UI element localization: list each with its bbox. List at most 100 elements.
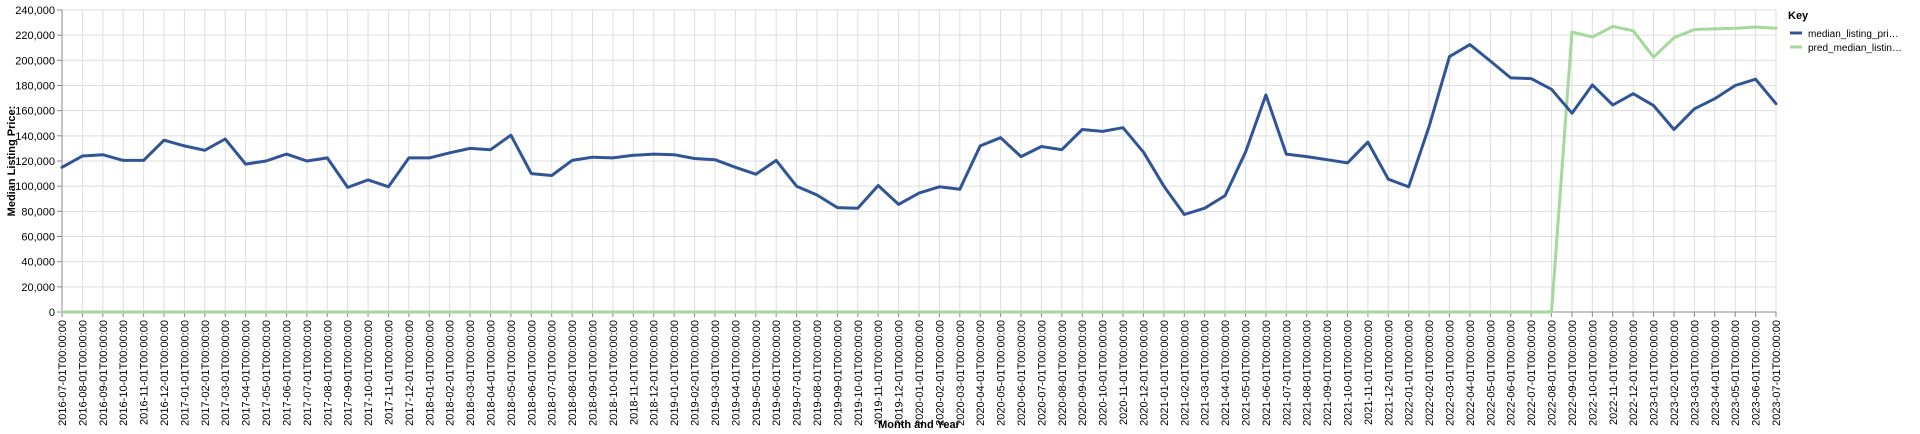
x-tick-label: 2017-01-01T00:00:00 — [179, 320, 191, 426]
x-tick-label: 2020-02-01T00:00:00 — [934, 320, 946, 426]
y-tick-label: 120,000 — [15, 156, 55, 168]
x-tick-label: 2019-11-01T00:00:00 — [873, 320, 885, 425]
x-tick-label: 2017-08-01T00:00:00 — [322, 320, 334, 426]
x-tick-label: 2016-10-01T00:00:00 — [118, 320, 130, 426]
x-tick-label: 2021-06-01T00:00:00 — [1261, 320, 1273, 426]
x-tick-label: 2021-08-01T00:00:00 — [1302, 320, 1314, 426]
x-tick-label: 2019-10-01T00:00:00 — [853, 320, 865, 426]
x-tick-label: 2022-06-01T00:00:00 — [1506, 320, 1518, 426]
x-tick-label: 2023-02-01T00:00:00 — [1669, 320, 1681, 426]
x-tick-label: 2023-06-01T00:00:00 — [1751, 320, 1763, 426]
x-tick-label: 2022-08-01T00:00:00 — [1547, 320, 1559, 426]
x-tick-label: 2021-10-01T00:00:00 — [1343, 320, 1355, 426]
x-tick-label: 2023-04-01T00:00:00 — [1710, 320, 1722, 426]
x-tick-label: 2021-05-01T00:00:00 — [1240, 320, 1252, 426]
x-tick-label: 2021-03-01T00:00:00 — [1200, 320, 1212, 426]
series-lines — [60, 24, 1778, 314]
y-axis-title: Median Listing Price: — [6, 106, 18, 217]
x-tick-label: 2022-02-01T00:00:00 — [1424, 320, 1436, 426]
series-line-median-listing-price — [60, 43, 1778, 216]
x-tick-label: 2019-09-01T00:00:00 — [832, 320, 844, 426]
legend-entry-label: pred_median_listin… — [1808, 43, 1902, 54]
y-tick-label: 100,000 — [15, 181, 55, 193]
x-tick-label: 2020-11-01T00:00:00 — [1118, 320, 1130, 425]
x-tick-label: 2020-09-01T00:00:00 — [1077, 320, 1089, 426]
x-tick-label: 2019-05-01T00:00:00 — [751, 320, 763, 426]
x-tick-label: 2019-02-01T00:00:00 — [690, 320, 702, 426]
x-tick-label: 2021-11-01T00:00:00 — [1363, 320, 1375, 425]
x-tick-label: 2021-07-01T00:00:00 — [1281, 320, 1293, 426]
x-tick-label: 2020-08-01T00:00:00 — [1057, 320, 1069, 426]
x-tick-label: 2018-02-01T00:00:00 — [445, 320, 457, 426]
y-tick-label: 20,000 — [21, 282, 55, 294]
x-tick-label: 2023-07-01T00:00:00 — [1771, 320, 1783, 426]
x-tick-label: 2023-01-01T00:00:00 — [1649, 320, 1661, 426]
x-tick-label: 2018-06-01T00:00:00 — [526, 320, 538, 426]
x-tick-label: 2017-10-01T00:00:00 — [363, 320, 375, 426]
x-tick-label: 2018-04-01T00:00:00 — [486, 320, 498, 426]
y-tick-label: 60,000 — [21, 232, 55, 244]
x-tick-label: 2017-05-01T00:00:00 — [261, 320, 273, 426]
legend-title: Key — [1788, 10, 1809, 22]
x-tick-label: 2017-09-01T00:00:00 — [343, 320, 355, 426]
x-tick-label: 2017-06-01T00:00:00 — [281, 320, 293, 426]
x-tick-label: 2017-11-01T00:00:00 — [383, 320, 395, 425]
y-tick-label: 180,000 — [15, 81, 55, 93]
x-tick-label: 2018-12-01T00:00:00 — [649, 320, 661, 426]
x-tick-label: 2018-05-01T00:00:00 — [506, 320, 518, 426]
gridlines — [61, 9, 1777, 313]
y-axis-ticks: 0 20,000 40,000 60,000 80,000 100,000 120,000 1… — [15, 5, 62, 319]
y-tick-label: 200,000 — [15, 55, 55, 67]
x-tick-label: 2019-01-01T00:00:00 — [669, 320, 681, 426]
x-tick-label: 2019-07-01T00:00:00 — [792, 320, 804, 426]
x-tick-label: 2020-01-01T00:00:00 — [914, 320, 926, 426]
x-tick-label: 2018-01-01T00:00:00 — [424, 320, 436, 426]
x-tick-label: 2023-03-01T00:00:00 — [1689, 320, 1701, 426]
x-tick-label: 2017-02-01T00:00:00 — [200, 320, 212, 426]
x-tick-label: 2020-07-01T00:00:00 — [1036, 320, 1048, 426]
x-tick-label: 2022-12-01T00:00:00 — [1628, 320, 1640, 426]
legend-entry-label: median_listing_pri… — [1808, 29, 1899, 40]
x-tick-label: 2018-03-01T00:00:00 — [465, 320, 477, 426]
x-axis-title: Month and Year — [878, 419, 960, 431]
x-tick-label: 2023-05-01T00:00:00 — [1730, 320, 1742, 426]
series-line-pred-median-listing-price — [60, 24, 1778, 314]
x-tick-label: 2018-08-01T00:00:00 — [567, 320, 579, 426]
x-tick-label: 2018-09-01T00:00:00 — [588, 320, 600, 426]
x-tick-label: 2019-04-01T00:00:00 — [730, 320, 742, 426]
x-tick-label: 2021-09-01T00:00:00 — [1322, 320, 1334, 426]
y-tick-label: 160,000 — [15, 106, 55, 118]
x-tick-label: 2018-11-01T00:00:00 — [628, 320, 640, 425]
x-tick-label: 2016-11-01T00:00:00 — [139, 320, 151, 425]
x-tick-label: 2020-06-01T00:00:00 — [1016, 320, 1028, 426]
y-tick-label: 220,000 — [15, 30, 55, 42]
y-tick-label: 140,000 — [15, 131, 55, 143]
y-tick-label: 40,000 — [21, 257, 55, 269]
x-axis-ticks: 2016-07-01T00:00:00 2016-08-01T00:00:00 20… — [57, 312, 1783, 426]
x-tick-label: 2017-03-01T00:00:00 — [220, 320, 232, 426]
x-tick-label: 2021-04-01T00:00:00 — [1220, 320, 1232, 426]
x-tick-label: 2022-11-01T00:00:00 — [1608, 320, 1620, 425]
x-tick-label: 2019-08-01T00:00:00 — [812, 320, 824, 426]
x-tick-label: 2022-05-01T00:00:00 — [1485, 320, 1497, 426]
x-tick-label: 2017-12-01T00:00:00 — [404, 320, 416, 426]
x-tick-label: 2022-01-01T00:00:00 — [1404, 320, 1416, 426]
legend: Key median_listing_pri… pred_median_listi… — [1788, 10, 1902, 54]
x-tick-label: 2020-05-01T00:00:00 — [996, 320, 1008, 426]
y-tick-label: 0 — [49, 307, 55, 319]
x-tick-label: 2021-12-01T00:00:00 — [1383, 320, 1395, 426]
x-tick-label: 2019-03-01T00:00:00 — [710, 320, 722, 426]
x-tick-label: 2018-07-01T00:00:00 — [547, 320, 559, 426]
x-tick-label: 2020-03-01T00:00:00 — [955, 320, 967, 426]
x-tick-label: 2021-02-01T00:00:00 — [1179, 320, 1191, 426]
x-tick-label: 2016-12-01T00:00:00 — [159, 320, 171, 426]
x-tick-label: 2020-04-01T00:00:00 — [975, 320, 987, 426]
x-tick-label: 2016-09-01T00:00:00 — [98, 320, 110, 426]
x-tick-label: 2022-03-01T00:00:00 — [1445, 320, 1457, 426]
x-tick-label: 2022-09-01T00:00:00 — [1567, 320, 1579, 426]
x-tick-label: 2021-01-01T00:00:00 — [1159, 320, 1171, 426]
y-tick-label: 80,000 — [21, 206, 55, 218]
x-tick-label: 2019-06-01T00:00:00 — [771, 320, 783, 426]
x-tick-label: 2020-10-01T00:00:00 — [1098, 320, 1110, 426]
